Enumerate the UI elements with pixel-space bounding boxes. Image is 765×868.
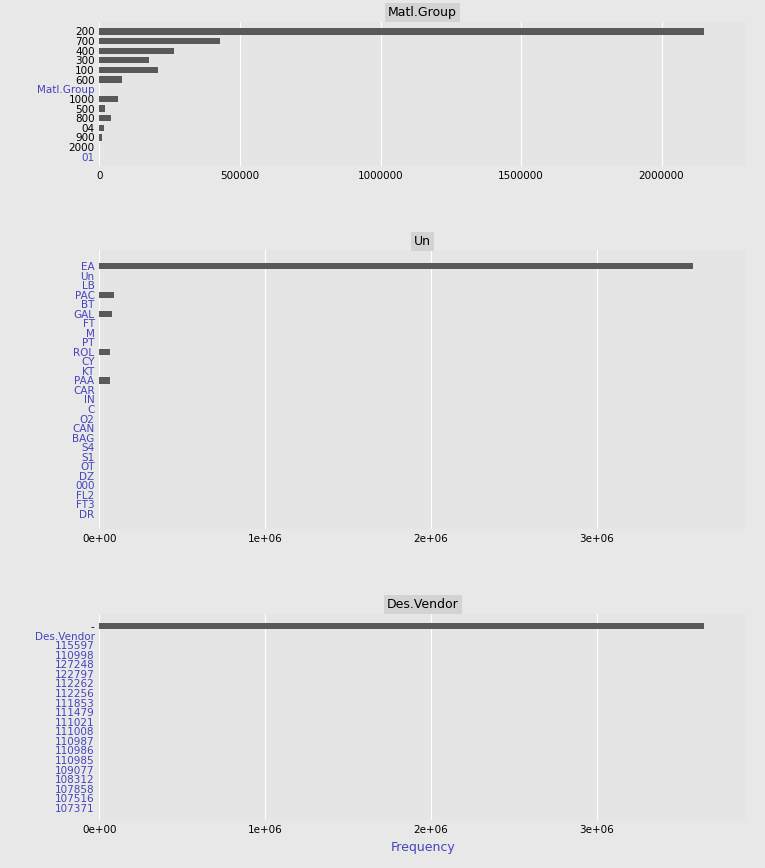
Bar <box>99 67 158 73</box>
Title: Un: Un <box>414 235 431 248</box>
Bar <box>99 349 110 355</box>
Bar <box>99 57 148 63</box>
Bar <box>99 292 113 298</box>
Bar <box>99 263 693 269</box>
Bar <box>99 125 104 131</box>
Bar <box>99 76 122 82</box>
Bar <box>99 115 111 122</box>
Bar <box>99 105 105 112</box>
Bar <box>99 38 220 44</box>
Bar <box>99 378 110 384</box>
X-axis label: Frequency: Frequency <box>390 841 455 853</box>
Bar <box>99 95 118 102</box>
Bar <box>99 48 174 54</box>
Bar <box>99 623 705 629</box>
Title: Des.Vendor: Des.Vendor <box>387 598 458 611</box>
Bar <box>99 29 704 35</box>
Title: Matl.Group: Matl.Group <box>388 6 457 19</box>
Bar <box>99 135 103 141</box>
Bar <box>99 311 112 317</box>
